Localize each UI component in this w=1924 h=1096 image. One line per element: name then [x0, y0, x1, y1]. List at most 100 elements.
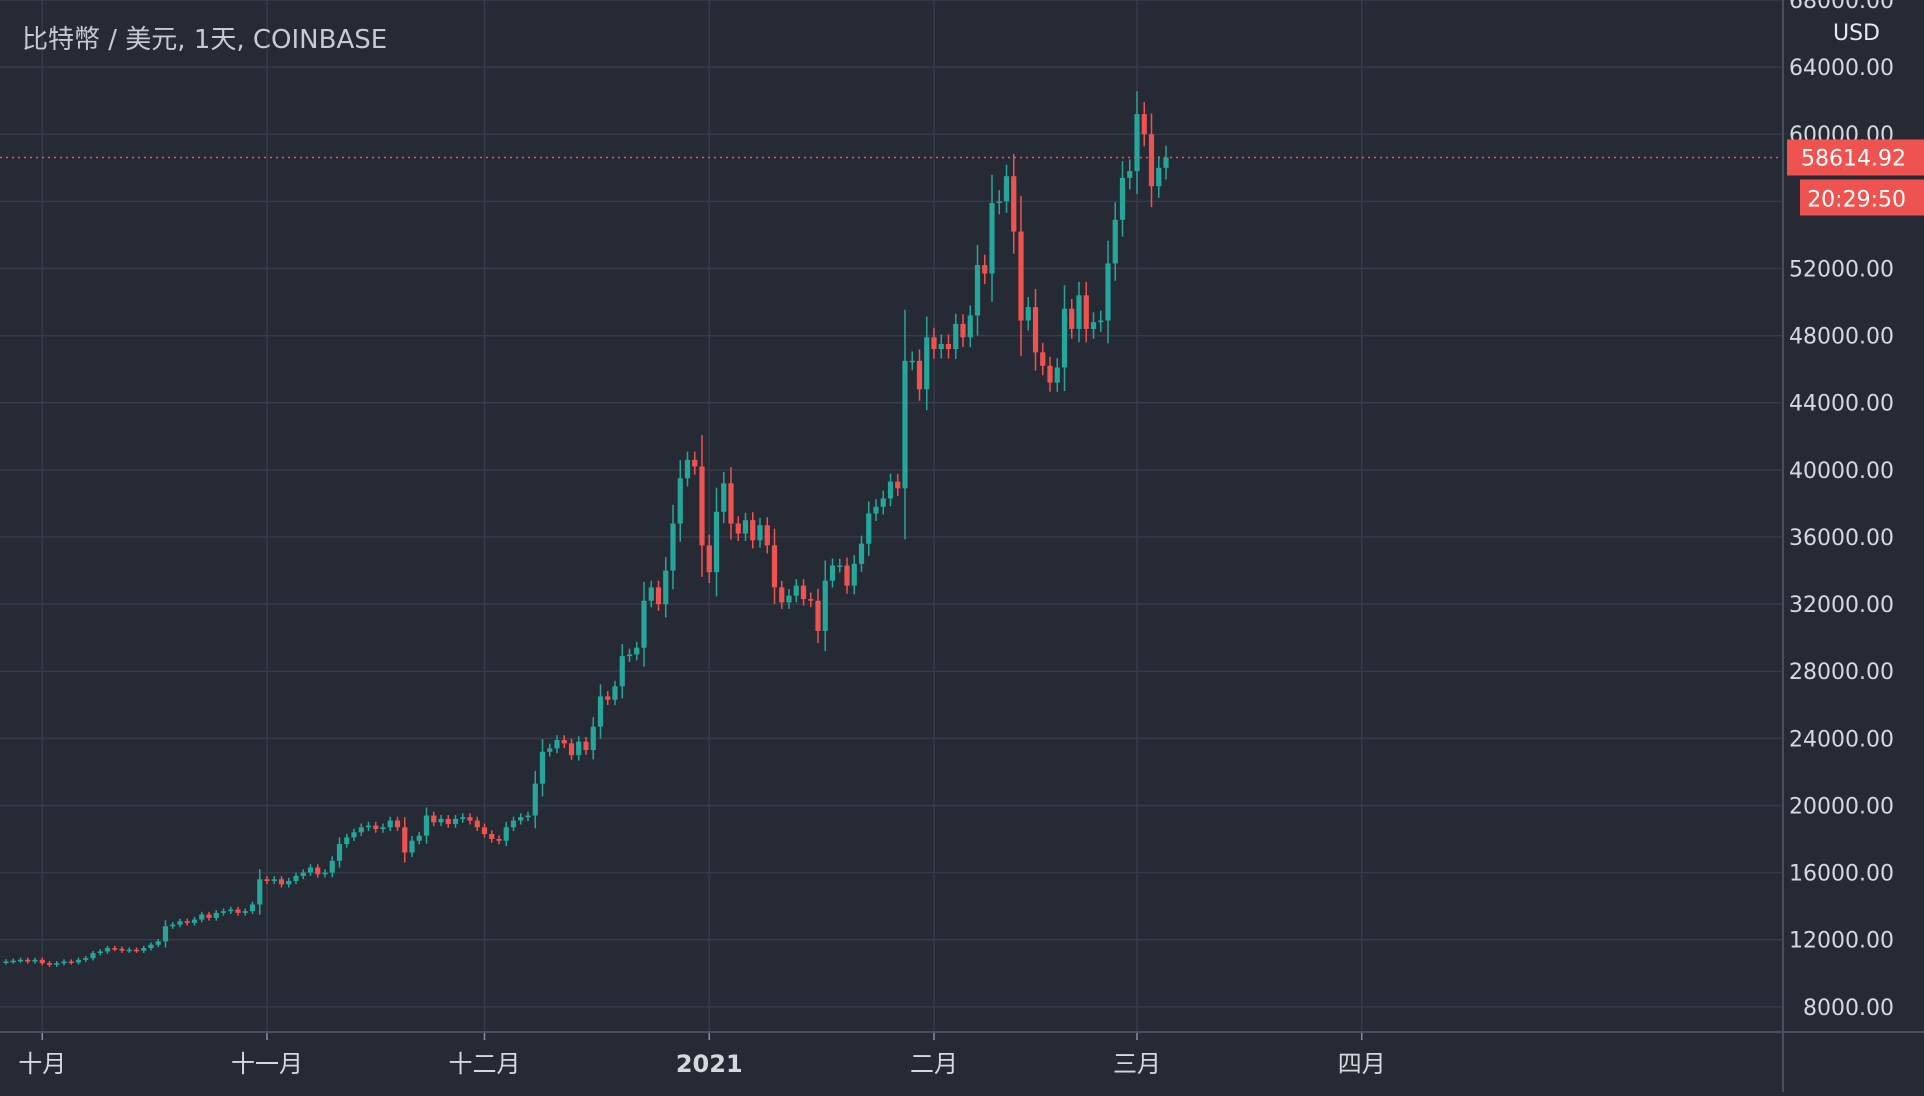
candle[interactable]	[206, 914, 212, 918]
candle[interactable]	[1061, 308, 1068, 368]
candle[interactable]	[728, 483, 734, 524]
candle[interactable]	[771, 545, 778, 588]
candle[interactable]	[1047, 365, 1053, 383]
candle[interactable]	[358, 827, 364, 833]
candle[interactable]	[177, 921, 183, 925]
candle[interactable]	[982, 265, 988, 274]
candle[interactable]	[307, 867, 314, 873]
candle[interactable]	[895, 481, 901, 489]
candle[interactable]	[713, 511, 720, 573]
candle[interactable]	[54, 963, 60, 965]
candle[interactable]	[757, 525, 763, 541]
candle[interactable]	[25, 959, 31, 962]
candle[interactable]	[1148, 134, 1155, 187]
candle[interactable]	[481, 827, 488, 834]
candle[interactable]	[141, 948, 147, 951]
candle[interactable]	[626, 654, 633, 657]
candle[interactable]	[1025, 307, 1031, 321]
candle[interactable]	[648, 587, 654, 601]
candle[interactable]	[17, 959, 24, 962]
candle[interactable]	[32, 959, 38, 962]
candle[interactable]	[880, 498, 886, 507]
candle[interactable]	[851, 563, 857, 586]
candle[interactable]	[162, 926, 169, 942]
candle[interactable]	[706, 545, 712, 573]
candle[interactable]	[597, 696, 604, 727]
candle[interactable]	[887, 481, 894, 499]
candle[interactable]	[967, 315, 973, 338]
candle[interactable]	[670, 523, 676, 571]
candle[interactable]	[568, 743, 575, 756]
candle[interactable]	[133, 949, 140, 952]
candle[interactable]	[3, 961, 9, 964]
candle[interactable]	[155, 941, 161, 945]
candle[interactable]	[1069, 308, 1075, 329]
candle[interactable]	[271, 879, 277, 881]
candle[interactable]	[1163, 157, 1169, 168]
candle[interactable]	[634, 647, 640, 655]
candle[interactable]	[931, 337, 937, 350]
candle[interactable]	[409, 840, 415, 853]
candle[interactable]	[474, 820, 480, 828]
candle[interactable]	[460, 817, 466, 819]
candle[interactable]	[264, 879, 270, 881]
candle[interactable]	[779, 587, 785, 603]
candle[interactable]	[431, 815, 437, 823]
candle[interactable]	[148, 944, 154, 949]
candle[interactable]	[858, 543, 865, 564]
candle[interactable]	[525, 815, 531, 818]
candle[interactable]	[953, 323, 959, 350]
candle[interactable]	[315, 867, 321, 875]
candle[interactable]	[257, 879, 263, 905]
candle[interactable]	[336, 844, 343, 861]
candle[interactable]	[583, 741, 589, 751]
candle[interactable]	[510, 820, 517, 828]
candle[interactable]	[539, 751, 546, 784]
candle[interactable]	[119, 948, 125, 951]
candle[interactable]	[735, 523, 741, 534]
candle[interactable]	[1032, 307, 1039, 353]
candle[interactable]	[808, 599, 814, 601]
candle[interactable]	[612, 686, 618, 700]
candle[interactable]	[1105, 263, 1111, 321]
candle[interactable]	[104, 948, 111, 952]
candle[interactable]	[112, 948, 118, 950]
candle[interactable]	[452, 818, 459, 824]
candle[interactable]	[800, 585, 807, 600]
candle[interactable]	[10, 960, 16, 963]
candle[interactable]	[1156, 167, 1162, 187]
candle[interactable]	[300, 872, 306, 876]
candle[interactable]	[605, 696, 611, 700]
candle[interactable]	[1018, 231, 1024, 321]
candle[interactable]	[721, 483, 727, 512]
candle[interactable]	[677, 478, 683, 524]
candle[interactable]	[220, 911, 227, 913]
candle[interactable]	[1083, 295, 1089, 329]
candle[interactable]	[974, 265, 981, 316]
candle[interactable]	[576, 741, 582, 756]
candle[interactable]	[249, 904, 256, 912]
candle[interactable]	[329, 860, 335, 873]
candle[interactable]	[1090, 322, 1097, 329]
candle[interactable]	[394, 820, 401, 828]
candle[interactable]	[822, 580, 828, 631]
candle[interactable]	[590, 726, 596, 751]
candle[interactable]	[815, 600, 821, 631]
candle[interactable]	[97, 951, 103, 954]
candle[interactable]	[351, 832, 357, 838]
candle[interactable]	[503, 827, 509, 841]
time-axis[interactable]: 十月 十一月 十二月 2021 二月 三月 四月	[18, 1050, 1386, 1078]
candle[interactable]	[945, 344, 952, 350]
candle[interactable]	[278, 879, 285, 885]
candle[interactable]	[1011, 176, 1017, 232]
candle[interactable]	[989, 203, 995, 274]
candle[interactable]	[554, 740, 560, 749]
candle[interactable]	[547, 748, 553, 752]
candle[interactable]	[1098, 320, 1104, 323]
candle[interactable]	[242, 911, 248, 913]
candle[interactable]	[423, 815, 430, 836]
candle[interactable]	[641, 600, 647, 648]
candle[interactable]	[561, 740, 567, 744]
candle[interactable]	[655, 587, 662, 605]
